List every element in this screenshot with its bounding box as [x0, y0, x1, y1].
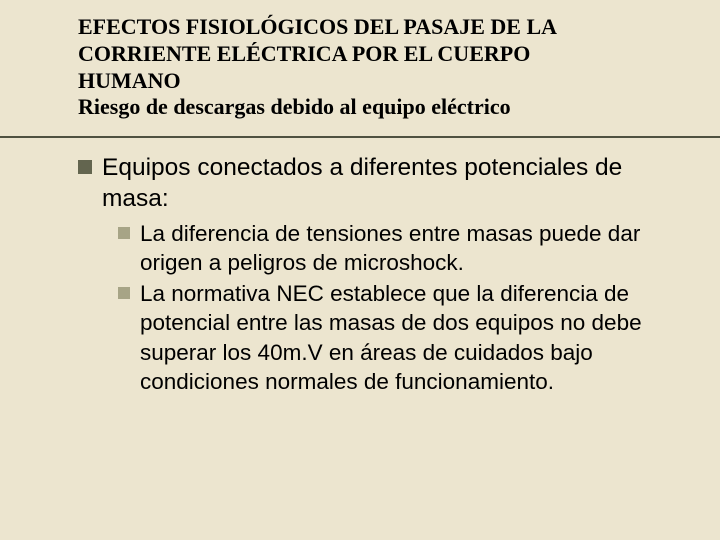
list-item-text: Equipos conectados a diferentes potencia…	[102, 152, 668, 215]
sub-list: La diferencia de tensiones entre masas p…	[118, 219, 668, 397]
title-line-1: EFECTOS FISIOLÓGICOS DEL PASAJE DE LA	[78, 14, 557, 39]
square-bullet-icon	[78, 160, 92, 174]
slide: EFECTOS FISIOLÓGICOS DEL PASAJE DE LA CO…	[0, 0, 720, 540]
slide-header: EFECTOS FISIOLÓGICOS DEL PASAJE DE LA CO…	[78, 14, 668, 121]
slide-body: Equipos conectados a diferentes potencia…	[78, 152, 668, 398]
square-bullet-icon	[118, 227, 130, 239]
slide-subtitle: Riesgo de descargas debido al equipo elé…	[78, 94, 668, 121]
list-item: Equipos conectados a diferentes potencia…	[78, 152, 668, 215]
title-line-3: HUMANO	[78, 68, 181, 93]
title-line-2: CORRIENTE ELÉCTRICA POR EL CUERPO	[78, 41, 530, 66]
header-rule	[0, 136, 720, 138]
list-item: La normativa NEC establece que la difere…	[118, 279, 668, 396]
list-item: La diferencia de tensiones entre masas p…	[118, 219, 668, 278]
list-item-text: La diferencia de tensiones entre masas p…	[140, 219, 668, 278]
slide-title: EFECTOS FISIOLÓGICOS DEL PASAJE DE LA CO…	[78, 14, 668, 94]
square-bullet-icon	[118, 287, 130, 299]
list-item-text: La normativa NEC establece que la difere…	[140, 279, 668, 396]
